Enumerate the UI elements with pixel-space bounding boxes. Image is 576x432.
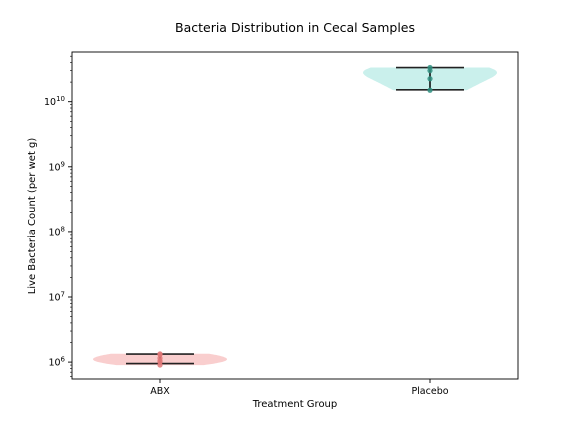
axes: ABX Placebo 106 107 108 109 1010	[44, 55, 449, 397]
y-tick-label: 108	[48, 225, 65, 238]
y-tick-label: 106	[48, 356, 65, 369]
data-point	[427, 76, 433, 82]
data-point	[427, 64, 433, 71]
data-point	[157, 351, 163, 357]
y-axis-label: Live Bacteria Count (per wet g)	[27, 138, 38, 295]
x-tick-label: ABX	[150, 386, 170, 397]
y-tick-label: 107	[48, 290, 65, 303]
chart-title: Bacteria Distribution in Cecal Samples	[175, 20, 415, 35]
x-tick-label: Placebo	[411, 386, 448, 397]
plot-frame	[71, 51, 519, 380]
x-axis-label: Treatment Group	[252, 399, 338, 410]
data-point	[427, 87, 433, 93]
y-tick-label: 109	[48, 160, 65, 173]
y-tick-label: 1010	[44, 95, 65, 108]
plot-area	[93, 64, 497, 368]
